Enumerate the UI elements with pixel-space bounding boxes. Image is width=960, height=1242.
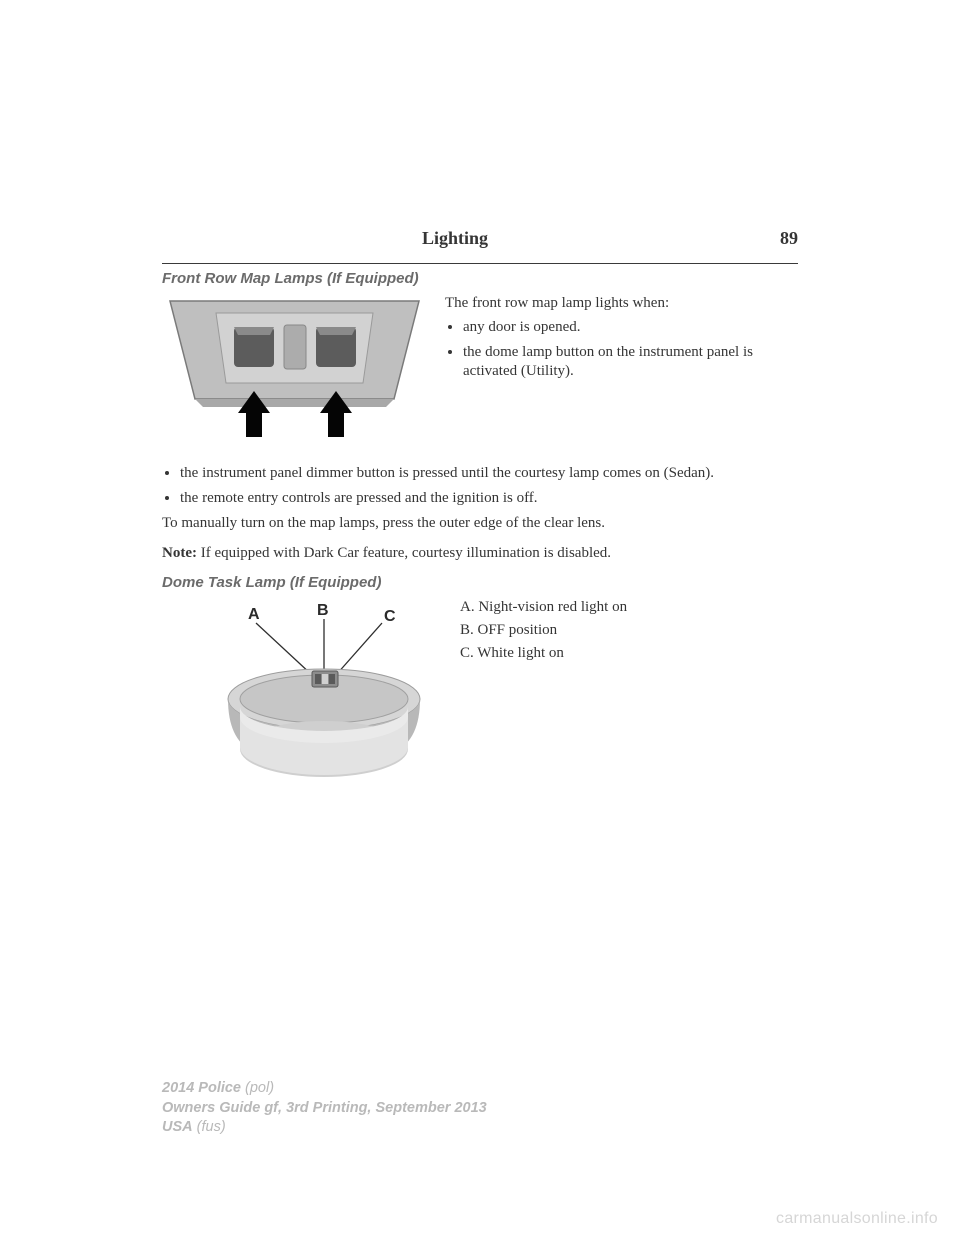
page-title: Lighting xyxy=(422,228,488,249)
section1-intro: The front row map lamp lights when: xyxy=(445,295,798,312)
bullet-item: any door is opened. xyxy=(463,318,798,337)
footer-model-code: (pol) xyxy=(241,1080,274,1096)
label-a: A xyxy=(248,606,260,623)
bullet-item: the remote entry controls are pressed an… xyxy=(180,489,798,508)
footer: 2014 Police (pol) Owners Guide gf, 3rd P… xyxy=(162,1079,487,1138)
section1-side-bullets: any door is opened. the dome lamp button… xyxy=(463,318,798,382)
watermark: carmanualsonline.info xyxy=(776,1210,938,1228)
note-label: Note: xyxy=(162,545,197,561)
figure-map-lamps xyxy=(162,295,427,450)
footer-model: 2014 Police xyxy=(162,1080,241,1096)
section1-heading: Front Row Map Lamps (If Equipped) xyxy=(162,270,798,287)
footer-region-code: (fus) xyxy=(193,1119,226,1135)
header-rule xyxy=(162,263,798,264)
note-body: If equipped with Dark Car feature, court… xyxy=(197,545,611,561)
item-a: A. Night-vision red light on xyxy=(460,599,798,616)
section2-heading: Dome Task Lamp (If Equipped) xyxy=(162,574,798,591)
footer-region: USA xyxy=(162,1119,193,1135)
figure-dome-lamp: A B C xyxy=(162,599,442,794)
footer-guide: Owners Guide gf, 3rd Printing, September… xyxy=(162,1099,487,1119)
label-c: C xyxy=(384,608,396,625)
bullet-item: the dome lamp button on the instrument p… xyxy=(463,343,798,381)
bullet-item: the instrument panel dimmer button is pr… xyxy=(180,464,798,483)
item-b: B. OFF position xyxy=(460,622,798,639)
item-c: C. White light on xyxy=(460,645,798,662)
section1-more-bullets: the instrument panel dimmer button is pr… xyxy=(180,464,798,508)
section1-note: Note: If equipped with Dark Car feature,… xyxy=(162,544,798,564)
section1-para: To manually turn on the map lamps, press… xyxy=(162,514,798,534)
page-number: 89 xyxy=(780,228,798,249)
label-b: B xyxy=(317,602,329,619)
